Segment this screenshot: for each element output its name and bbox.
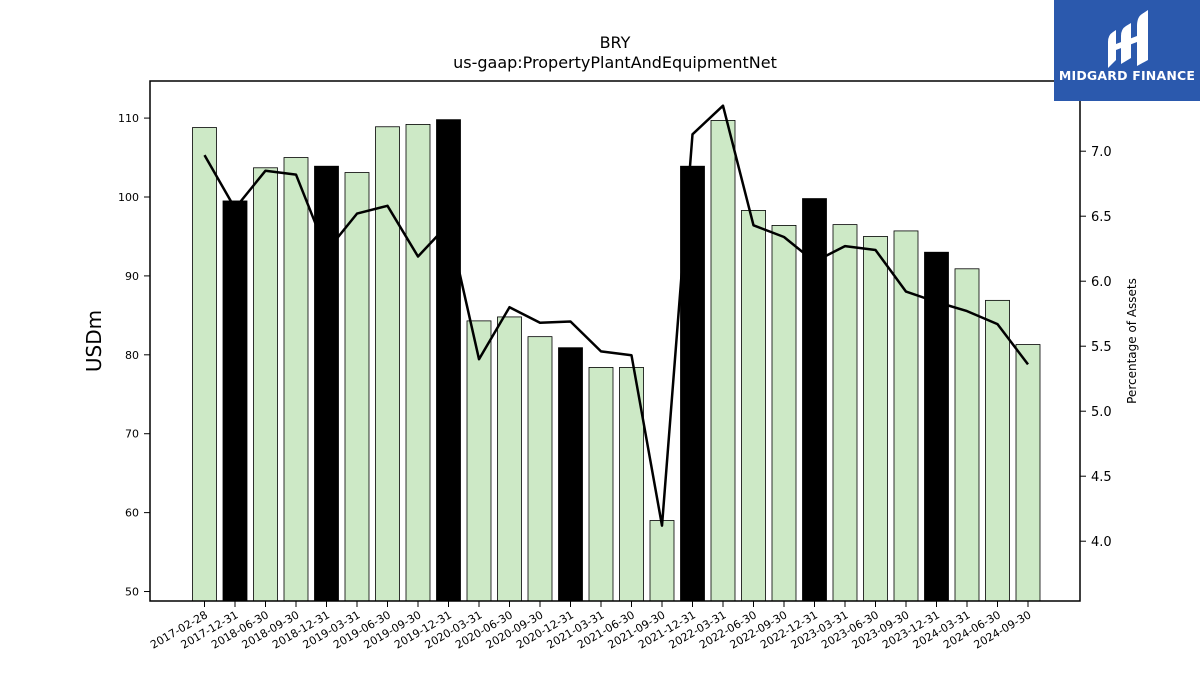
y-tick-label: 80 — [125, 349, 139, 362]
bar-2024-09-30 — [1015, 344, 1041, 602]
bar-2020-03-31 — [466, 320, 492, 602]
bar-2019-03-31 — [344, 172, 370, 602]
bar-2024-06-30 — [985, 299, 1010, 602]
bar-2024-03-31 — [954, 268, 980, 602]
bar-2023-03-31 — [832, 224, 858, 602]
percentage-line — [203, 104, 1029, 527]
y-tick-label: 110 — [118, 112, 139, 125]
bar-2018-06-30 — [253, 167, 278, 602]
bar-2021-03-31 — [588, 367, 614, 602]
y-tick-label: 90 — [125, 270, 139, 283]
y-tick-label: 60 — [125, 507, 139, 520]
bar-2022-12-31 — [802, 198, 827, 602]
bar-2020-09-30 — [527, 336, 553, 602]
y-tick-label: 100 — [118, 191, 139, 204]
bar-2023-06-30 — [863, 236, 888, 602]
logo-text: MIDGARD FINANCE — [1058, 68, 1196, 83]
bar-2022-09-30 — [771, 225, 797, 602]
y-axis-label: USDm — [82, 310, 106, 372]
bar-2019-06-30 — [375, 126, 400, 602]
bar-2023-12-31 — [924, 251, 949, 602]
y2-tick-label: 5.5 — [1091, 340, 1112, 355]
bar-2019-09-30 — [405, 123, 431, 602]
chart-subtitle: us-gaap:PropertyPlantAndEquipmentNet — [453, 53, 777, 72]
plot-frame — [149, 80, 1081, 602]
y2-tick-label: 6.5 — [1091, 210, 1112, 225]
y2-tick-label: 6.0 — [1091, 275, 1112, 290]
bar-2017-12-31 — [222, 200, 248, 602]
bar-2023-09-30 — [893, 230, 919, 602]
bar-2021-09-30 — [649, 520, 675, 602]
logo-mark-icon — [1108, 10, 1148, 68]
y2-tick-label: 5.0 — [1091, 405, 1112, 420]
bar-2018-09-30 — [283, 157, 309, 602]
bar-2022-03-31 — [710, 120, 736, 602]
y2-tick-label: 4.5 — [1091, 470, 1112, 485]
chart-title: BRY — [600, 33, 631, 52]
bar-2022-06-30 — [741, 210, 766, 602]
bar-2017-02-28 — [192, 127, 217, 602]
y-tick-label: 50 — [125, 586, 139, 599]
bar-2018-12-31 — [314, 165, 339, 602]
bar-2020-06-30 — [497, 316, 522, 602]
y2-tick-label: 7.0 — [1091, 145, 1112, 160]
brand-logo: MIDGARD FINANCE — [1054, 0, 1200, 101]
bar-2020-12-31 — [558, 347, 583, 602]
bar-2019-12-31 — [436, 119, 461, 602]
y2-tick-label: 4.0 — [1091, 535, 1112, 550]
y2-axis-label: Percentage of Assets — [1125, 278, 1139, 404]
y-tick-label: 70 — [125, 428, 139, 441]
